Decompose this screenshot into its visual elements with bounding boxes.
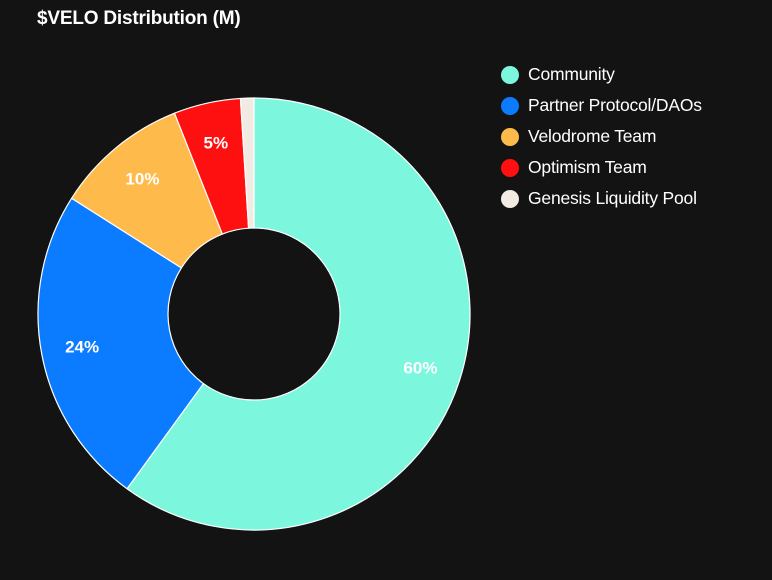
legend-swatch bbox=[501, 127, 519, 146]
legend-swatch bbox=[501, 189, 519, 208]
legend-item-optimism-team: Optimism Team bbox=[501, 152, 702, 183]
legend-label: Optimism Team bbox=[528, 157, 647, 177]
slice-data-label: 60% bbox=[403, 359, 437, 378]
legend: Community Partner Protocol/DAOs Velodrom… bbox=[501, 59, 702, 214]
slice-data-label: 10% bbox=[125, 170, 159, 189]
legend-label: Genesis Liquidity Pool bbox=[528, 188, 697, 208]
legend-swatch bbox=[501, 96, 519, 115]
legend-swatch bbox=[501, 65, 519, 84]
slice-genesis-liquidity-pool bbox=[239, 97, 255, 229]
legend-item-genesis-liquidity-pool: Genesis Liquidity Pool bbox=[501, 183, 702, 214]
slice-velodrome-team bbox=[71, 112, 223, 269]
legend-item-partner-protocol-daos: Partner Protocol/DAOs bbox=[501, 90, 702, 121]
slice-community bbox=[126, 97, 471, 531]
legend-item-velodrome-team: Velodrome Team bbox=[501, 121, 702, 152]
legend-item-community: Community bbox=[501, 59, 702, 90]
legend-label: Partner Protocol/DAOs bbox=[528, 95, 702, 115]
legend-label: Community bbox=[528, 64, 615, 84]
slice-data-label: 24% bbox=[65, 337, 99, 356]
legend-swatch bbox=[501, 158, 519, 177]
slice-data-label: 5% bbox=[204, 134, 229, 153]
slice-partner-protocol-daos bbox=[37, 197, 205, 490]
legend-label: Velodrome Team bbox=[528, 126, 657, 146]
chart-title: $VELO Distribution (M) bbox=[37, 8, 241, 29]
